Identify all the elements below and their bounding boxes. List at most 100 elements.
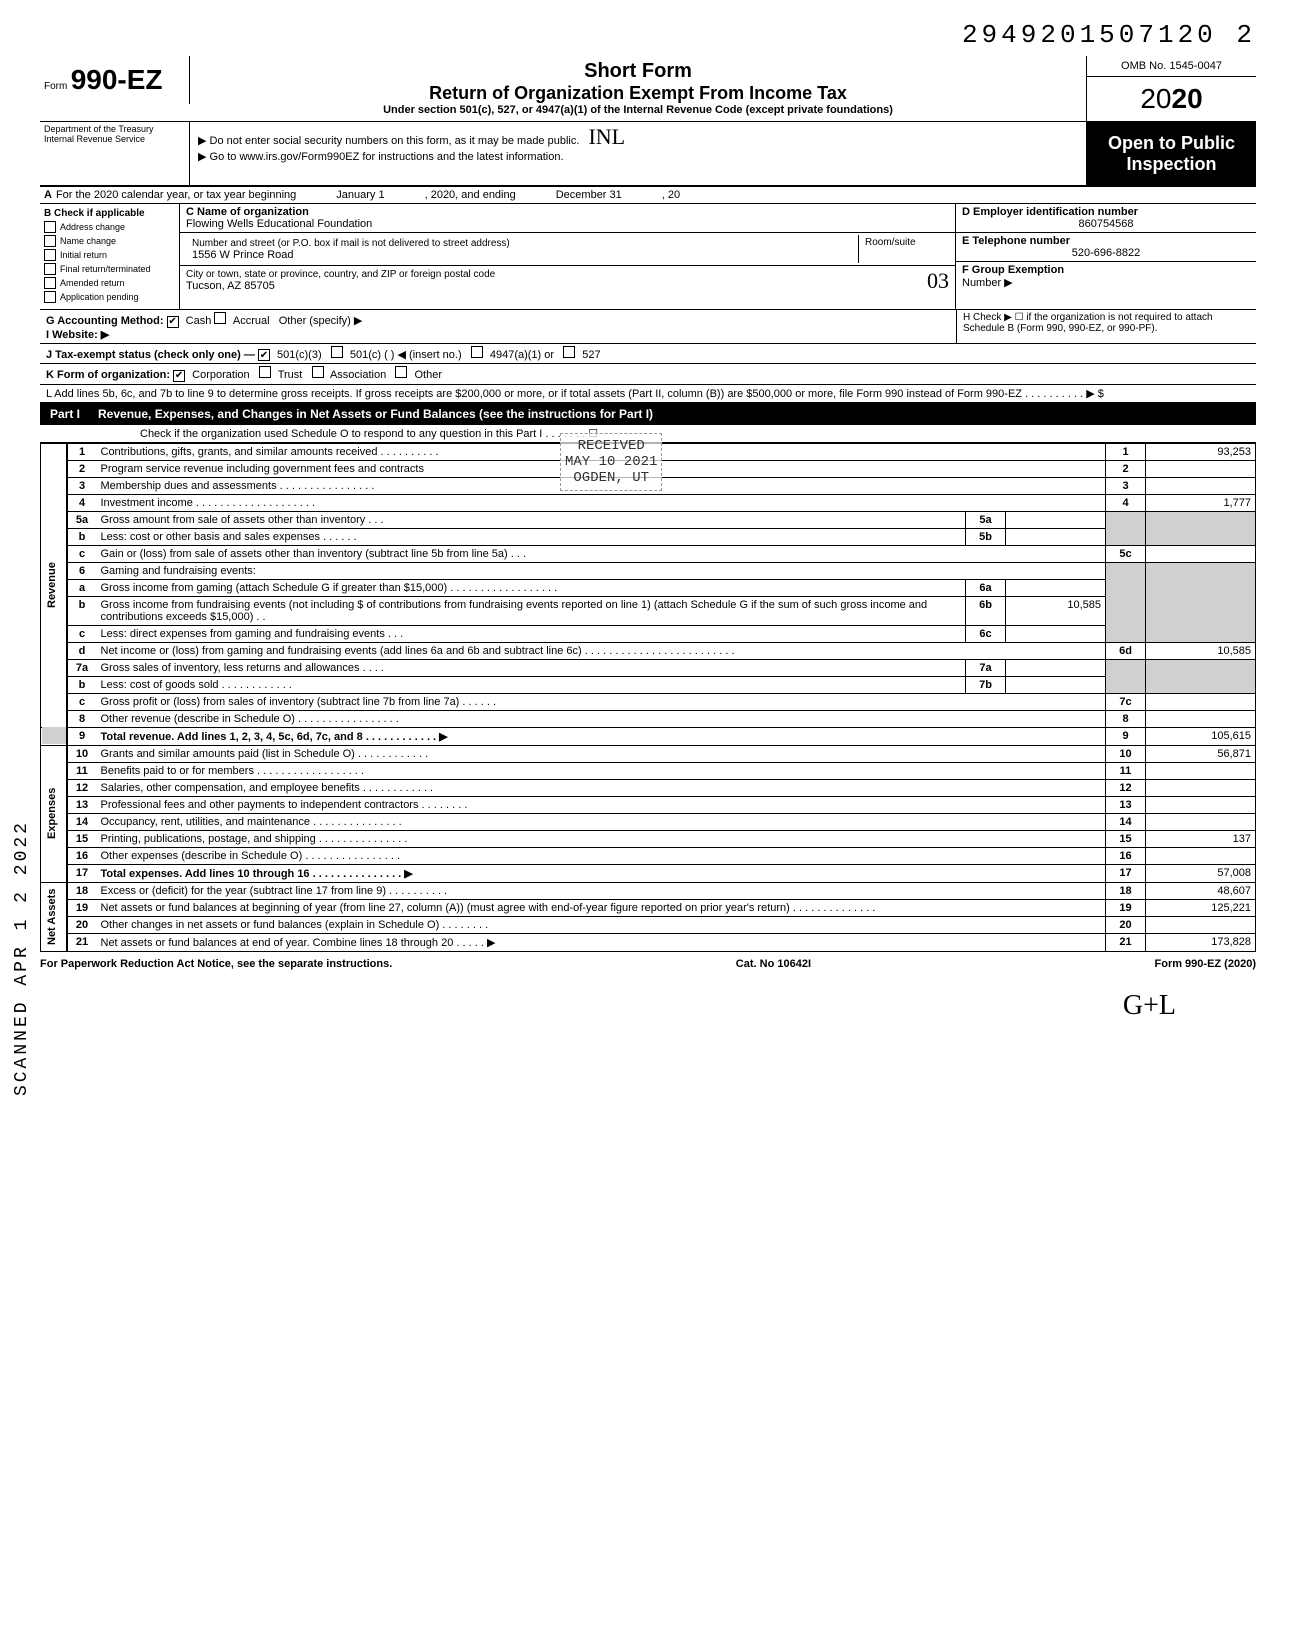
line20-amt: [1146, 916, 1256, 933]
other-org-checkbox[interactable]: [395, 366, 407, 378]
row-g-h: G Accounting Method: ✔ Cash Accrual Othe…: [40, 310, 1256, 344]
row-k: K Form of organization: ✔ Corporation Tr…: [40, 364, 1256, 385]
sidebar-net-assets: Net Assets: [41, 882, 67, 951]
line6d-amt: 10,585: [1146, 642, 1256, 659]
line4-ln: 4: [1106, 494, 1146, 511]
line4-num: 4: [67, 494, 97, 511]
line17-amt: 57,008: [1146, 864, 1256, 882]
line17-num: 17: [67, 864, 97, 882]
line21-desc: Net assets or fund balances at end of ye…: [97, 933, 1106, 951]
shaded-7-amt: [1146, 659, 1256, 693]
line6c-ival: [1006, 625, 1106, 642]
header-notes: ▶ Do not enter social security numbers o…: [190, 122, 1086, 185]
line18-amt: 48,607: [1146, 882, 1256, 899]
assoc-checkbox[interactable]: [312, 366, 324, 378]
line9-ln: 9: [1106, 727, 1146, 745]
room-suite-label: Room/suite: [859, 235, 949, 263]
501c-checkbox[interactable]: [331, 346, 343, 358]
page-footer: For Paperwork Reduction Act Notice, see …: [40, 958, 1256, 970]
line16-num: 16: [67, 847, 97, 864]
footer-right: Form 990-EZ (2020): [1155, 958, 1256, 970]
group-exempt-sub: Number ▶: [962, 277, 1013, 289]
line19-num: 19: [67, 899, 97, 916]
checkbox-label: Application pending: [60, 292, 139, 302]
footer-center: Cat. No 10642I: [736, 958, 811, 970]
checkbox[interactable]: [44, 249, 56, 261]
line7b-num: b: [67, 676, 97, 693]
row-g-label: G Accounting Method:: [46, 315, 164, 327]
checkbox-label: Initial return: [60, 250, 107, 260]
501c3-checkbox[interactable]: ✔: [258, 349, 270, 361]
group-exempt-row: F Group Exemption Number ▶: [956, 262, 1256, 291]
check-applicable-item: Application pending: [44, 291, 175, 303]
row-j-label: J Tax-exempt status (check only one) —: [46, 349, 255, 361]
line15-amt: 137: [1146, 830, 1256, 847]
line4-amt: 1,777: [1146, 494, 1256, 511]
footer-left: For Paperwork Reduction Act Notice, see …: [40, 958, 392, 970]
note1-text: ▶ Do not enter social security numbers o…: [198, 135, 579, 147]
cash-checkbox[interactable]: ✔: [167, 316, 179, 328]
line14-num: 14: [67, 813, 97, 830]
row-k-label: K Form of organization:: [46, 369, 170, 381]
col-c-org-info: C Name of organization Flowing Wells Edu…: [180, 204, 956, 309]
line20-desc: Other changes in net assets or fund bala…: [97, 916, 1106, 933]
dept-row: Department of the Treasury Internal Reve…: [40, 122, 1256, 187]
line6d-num: d: [67, 642, 97, 659]
other-org-label: Other: [414, 369, 442, 381]
line6b-num: b: [67, 596, 97, 625]
checkbox[interactable]: [44, 263, 56, 275]
phone-row: E Telephone number 520-696-8822: [956, 233, 1256, 262]
line5b-ival: [1006, 528, 1106, 545]
row-a-tax-year: A For the 2020 calendar year, or tax yea…: [40, 187, 1256, 204]
org-addr-label: Number and street (or P.O. box if mail i…: [192, 238, 510, 249]
line13-ln: 13: [1106, 796, 1146, 813]
trust-checkbox[interactable]: [259, 366, 271, 378]
corp-checkbox[interactable]: ✔: [173, 370, 185, 382]
stamp-date: MAY 10 2021: [565, 454, 657, 470]
open-to-public: Open to Public Inspection: [1087, 123, 1256, 185]
row-a-text3: , 20: [662, 189, 680, 201]
line3-num: 3: [67, 477, 97, 494]
part1-title: Revenue, Expenses, and Changes in Net As…: [90, 403, 1256, 425]
phone-label: E Telephone number: [962, 235, 1070, 247]
sidebar-revenue: Revenue: [41, 443, 67, 727]
row-l: L Add lines 5b, 6c, and 7b to line 9 to …: [40, 385, 1256, 403]
form-subtitle: Under section 501(c), 527, or 4947(a)(1)…: [198, 104, 1078, 116]
line4-desc: Investment income . . . . . . . . . . . …: [97, 494, 1106, 511]
line9-desc: Total revenue. Add lines 1, 2, 3, 4, 5c,…: [97, 727, 1106, 745]
trust-label: Trust: [278, 369, 303, 381]
row-h-text: H Check ▶ ☐ if the organization is not r…: [956, 310, 1256, 343]
accrual-checkbox[interactable]: [214, 312, 226, 324]
org-name-row: C Name of organization Flowing Wells Edu…: [180, 204, 955, 233]
line12-desc: Salaries, other compensation, and employ…: [97, 779, 1106, 796]
line12-num: 12: [67, 779, 97, 796]
line8-num: 8: [67, 710, 97, 727]
line17-ln: 17: [1106, 864, 1146, 882]
checkbox[interactable]: [44, 277, 56, 289]
527-checkbox[interactable]: [563, 346, 575, 358]
checkbox[interactable]: [44, 235, 56, 247]
checkbox[interactable]: [44, 221, 56, 233]
line6b-iln: 6b: [966, 596, 1006, 625]
check-applicable-item: Amended return: [44, 277, 175, 289]
line1-amt: 93,253: [1146, 443, 1256, 460]
4947-checkbox[interactable]: [471, 346, 483, 358]
org-city-row: City or town, state or province, country…: [180, 266, 955, 296]
row-i-label: I Website: ▶: [46, 329, 109, 341]
sidebar-rev-end: [41, 727, 67, 745]
line5c-ln: 5c: [1106, 545, 1146, 562]
col-b-header: B Check if applicable: [44, 208, 175, 219]
ein-row: D Employer identification number 8607545…: [956, 204, 1256, 233]
line19-amt: 125,221: [1146, 899, 1256, 916]
line6-num: 6: [67, 562, 97, 579]
line5a-num: 5a: [67, 511, 97, 528]
line17-desc: Total expenses. Add lines 10 through 16 …: [97, 864, 1106, 882]
line6c-num: c: [67, 625, 97, 642]
handwritten-initials: INL: [588, 124, 625, 150]
checkbox-label: Name change: [60, 236, 116, 246]
checkbox[interactable]: [44, 291, 56, 303]
header-center: Short Form Return of Organization Exempt…: [190, 56, 1086, 120]
shaded-7: [1106, 659, 1146, 693]
line10-desc: Grants and similar amounts paid (list in…: [97, 745, 1106, 762]
line7c-num: c: [67, 693, 97, 710]
